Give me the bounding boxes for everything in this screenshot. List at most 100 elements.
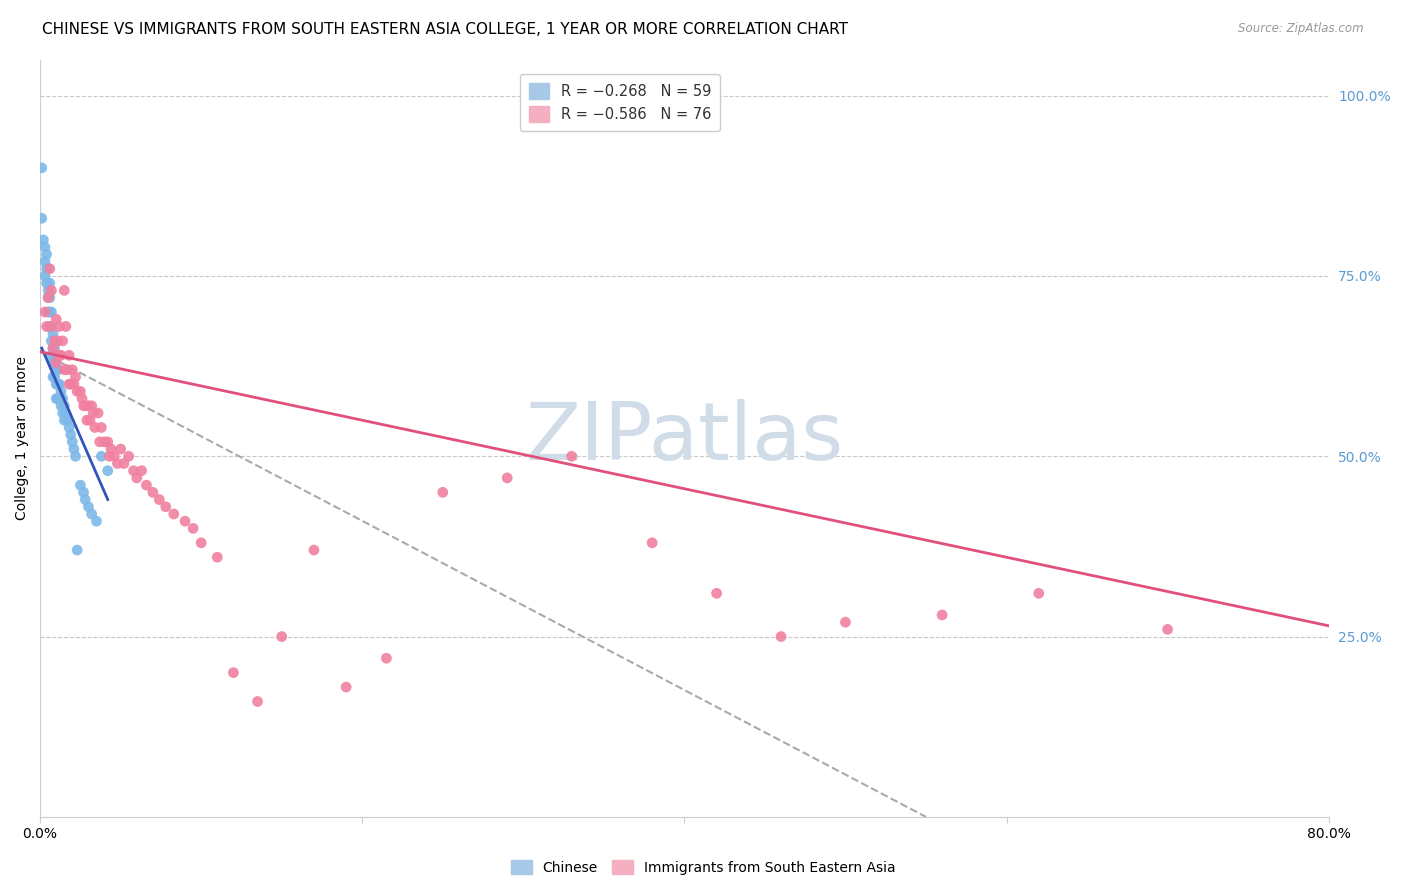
Point — [58, 420, 80, 434]
Point — [32, 233, 55, 247]
Point — [53, 413, 76, 427]
Point — [42, 370, 65, 384]
Point — [45, 362, 67, 376]
Point — [148, 492, 170, 507]
Point — [58, 348, 80, 362]
Point — [222, 665, 245, 680]
Point — [122, 464, 145, 478]
Point — [174, 514, 197, 528]
Point — [87, 406, 110, 420]
Point — [63, 442, 86, 456]
Point — [38, 276, 60, 290]
Point — [38, 305, 60, 319]
Point — [302, 543, 325, 558]
Point — [135, 478, 157, 492]
Point — [59, 427, 82, 442]
Point — [60, 362, 83, 376]
Point — [44, 370, 66, 384]
Point — [706, 586, 728, 600]
Point — [375, 651, 398, 665]
Point — [98, 450, 121, 464]
Point — [190, 536, 212, 550]
Point — [97, 434, 120, 449]
Point — [41, 348, 63, 362]
Point — [63, 377, 86, 392]
Point — [37, 305, 59, 319]
Point — [107, 457, 129, 471]
Point — [110, 442, 132, 456]
Point — [52, 406, 75, 420]
Point — [49, 384, 72, 399]
Point — [46, 392, 69, 406]
Point — [34, 305, 56, 319]
Point — [432, 485, 454, 500]
Point — [49, 348, 72, 362]
Point — [53, 362, 76, 376]
Point — [77, 500, 100, 514]
Point — [103, 450, 125, 464]
Point — [72, 399, 94, 413]
Point — [155, 500, 177, 514]
Point — [70, 392, 93, 406]
Point — [80, 399, 103, 413]
Point — [79, 413, 101, 427]
Point — [46, 334, 69, 348]
Point — [45, 312, 67, 326]
Point — [38, 291, 60, 305]
Text: CHINESE VS IMMIGRANTS FROM SOUTH EASTERN ASIA COLLEGE, 1 YEAR OR MORE CORRELATIO: CHINESE VS IMMIGRANTS FROM SOUTH EASTERN… — [42, 22, 848, 37]
Point — [246, 694, 269, 708]
Point — [80, 507, 103, 521]
Point — [1156, 623, 1178, 637]
Point — [45, 377, 67, 392]
Y-axis label: College, 1 year or more: College, 1 year or more — [15, 356, 30, 520]
Point — [41, 305, 63, 319]
Point — [46, 377, 69, 392]
Point — [931, 607, 953, 622]
Text: Source: ZipAtlas.com: Source: ZipAtlas.com — [1239, 22, 1364, 36]
Point — [69, 384, 91, 399]
Point — [641, 536, 664, 550]
Point — [34, 268, 56, 283]
Point — [42, 341, 65, 355]
Point — [45, 355, 67, 369]
Point — [35, 261, 58, 276]
Point — [38, 319, 60, 334]
Point — [53, 284, 76, 298]
Point — [76, 413, 98, 427]
Point — [125, 471, 148, 485]
Point — [42, 355, 65, 369]
Point — [37, 291, 59, 305]
Point — [65, 450, 87, 464]
Point — [41, 334, 63, 348]
Point — [100, 442, 122, 456]
Point — [118, 450, 141, 464]
Point — [58, 377, 80, 392]
Point — [48, 348, 70, 362]
Point — [90, 450, 112, 464]
Point — [31, 211, 53, 226]
Point — [48, 319, 70, 334]
Point — [163, 507, 186, 521]
Point — [56, 362, 79, 376]
Point — [270, 630, 292, 644]
Point — [181, 521, 204, 535]
Point — [131, 464, 153, 478]
Point — [53, 399, 76, 413]
Point — [769, 630, 792, 644]
Point — [52, 392, 75, 406]
Point — [37, 261, 59, 276]
Point — [77, 399, 100, 413]
Point — [56, 413, 79, 427]
Legend: R = −0.268   N = 59, R = −0.586   N = 76: R = −0.268 N = 59, R = −0.586 N = 76 — [520, 74, 720, 131]
Point — [45, 392, 67, 406]
Point — [41, 319, 63, 334]
Point — [37, 284, 59, 298]
Point — [31, 161, 53, 175]
Point — [60, 434, 83, 449]
Point — [52, 334, 75, 348]
Point — [38, 261, 60, 276]
Point — [89, 434, 111, 449]
Point — [41, 319, 63, 334]
Point — [66, 384, 89, 399]
Point — [48, 377, 70, 392]
